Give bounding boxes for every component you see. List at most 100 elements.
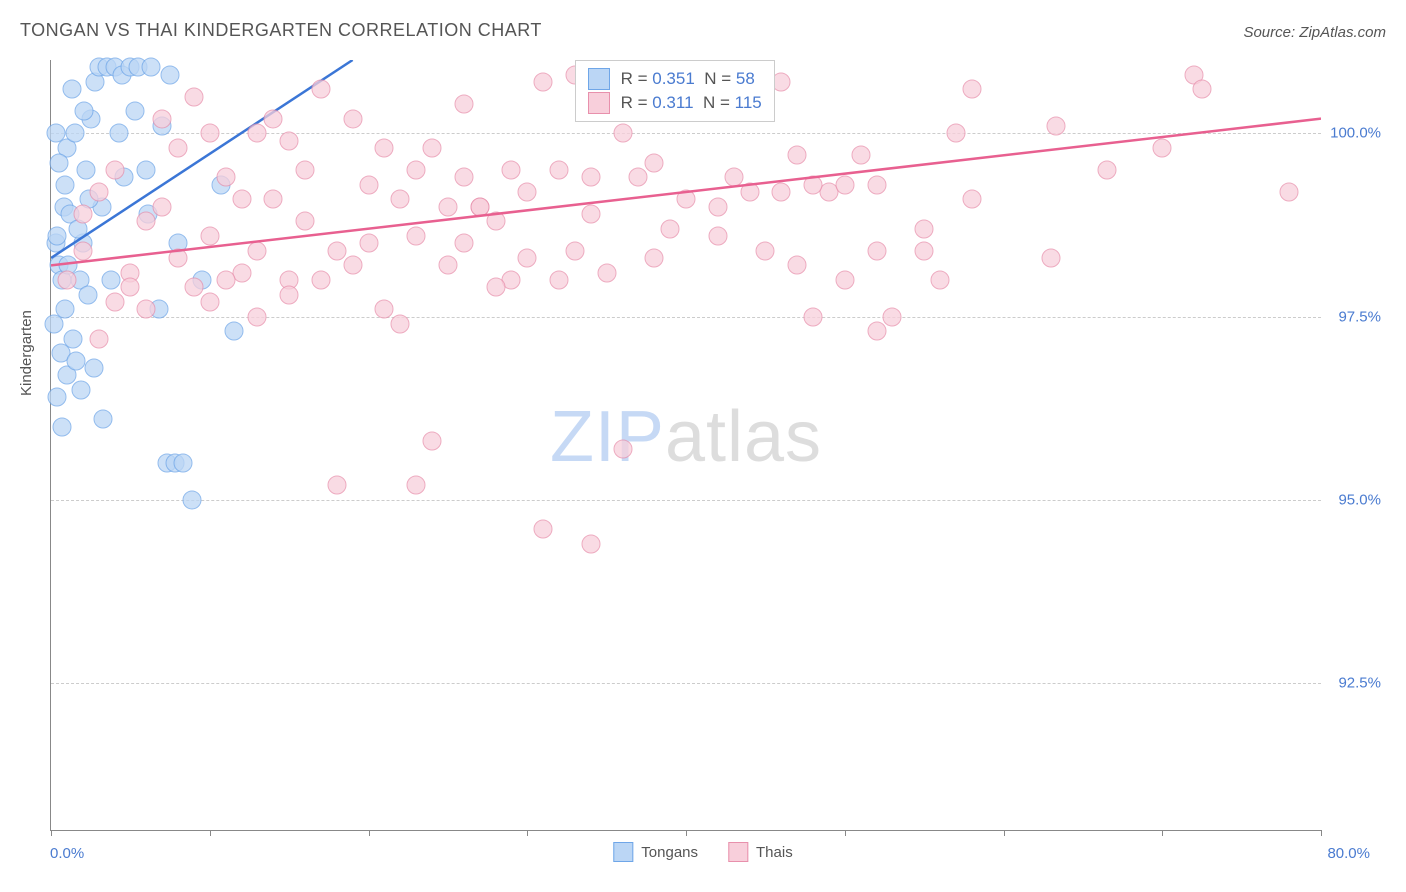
scatter-point [518,249,537,268]
scatter-point [53,417,72,436]
scatter-point [110,124,129,143]
scatter-point [173,454,192,473]
legend-swatch [728,842,748,862]
scatter-point [581,535,600,554]
scatter-point [407,227,426,246]
scatter-point [962,80,981,99]
legend-swatch [588,92,610,114]
scatter-point [454,234,473,253]
scatter-point [280,285,299,304]
y-tick-label: 100.0% [1330,125,1381,142]
legend-label: Thais [756,844,793,861]
scatter-plot: ZIPatlas 92.5%95.0%97.5%100.0% R = 0.351… [50,60,1321,831]
scatter-point [677,190,696,209]
scatter-point [581,205,600,224]
scatter-point [581,168,600,187]
scatter-point [454,95,473,114]
scatter-point [121,278,140,297]
scatter-point [1097,161,1116,180]
scatter-point [391,190,410,209]
scatter-point [804,175,823,194]
x-tick [686,830,687,836]
scatter-point [486,278,505,297]
scatter-point [169,139,188,158]
scatter-point [788,256,807,275]
scatter-point [1153,139,1172,158]
scatter-point [1280,183,1299,202]
scatter-point [48,227,67,246]
scatter-point [311,80,330,99]
correlation-row: R = 0.311 N = 115 [588,91,762,115]
scatter-point [867,322,886,341]
x-tick [210,830,211,836]
scatter-point [454,168,473,187]
scatter-point [264,190,283,209]
scatter-point [804,307,823,326]
scatter-point [327,241,346,260]
legend-item: Tongans [613,842,698,862]
scatter-point [137,161,156,180]
scatter-point [391,315,410,334]
scatter-point [1046,117,1065,136]
x-tick [1004,830,1005,836]
scatter-point [75,102,94,121]
scatter-point [375,139,394,158]
scatter-point [84,359,103,378]
scatter-point [645,153,664,172]
scatter-point [772,183,791,202]
scatter-point [438,256,457,275]
scatter-point [550,271,569,290]
scatter-point [184,87,203,106]
scatter-point [756,241,775,260]
scatter-point [78,285,97,304]
scatter-point [126,102,145,121]
scatter-point [153,197,172,216]
x-tick [845,830,846,836]
scatter-point [248,241,267,260]
legend-swatch [588,68,610,90]
scatter-point [56,175,75,194]
x-tick [1321,830,1322,836]
scatter-point [645,249,664,268]
scatter-point [161,65,180,84]
chart-title: TONGAN VS THAI KINDERGARTEN CORRELATION … [20,20,542,41]
scatter-point [375,300,394,319]
scatter-point [359,175,378,194]
scatter-point [915,219,934,238]
scatter-point [184,278,203,297]
scatter-point [94,410,113,429]
watermark: ZIPatlas [550,396,822,478]
scatter-point [62,80,81,99]
x-tick [369,830,370,836]
scatter-point [629,168,648,187]
scatter-point [216,271,235,290]
scatter-point [102,271,121,290]
scatter-point [835,175,854,194]
legend-swatch [613,842,633,862]
scatter-point [64,329,83,348]
scatter-point [407,161,426,180]
scatter-point [57,271,76,290]
scatter-point [502,161,521,180]
x-tick [51,830,52,836]
gridline [51,500,1321,501]
y-tick-label: 95.0% [1338,492,1381,509]
scatter-point [200,227,219,246]
scatter-point [851,146,870,165]
scatter-point [962,190,981,209]
scatter-point [534,520,553,539]
scatter-point [708,227,727,246]
scatter-point [56,300,75,319]
y-tick-label: 92.5% [1338,675,1381,692]
scatter-point [835,271,854,290]
scatter-point [946,124,965,143]
scatter-point [137,212,156,231]
scatter-point [137,300,156,319]
scatter-point [597,263,616,282]
scatter-point [565,241,584,260]
source-label: Source: ZipAtlas.com [1243,24,1386,41]
scatter-point [883,307,902,326]
scatter-point [67,351,86,370]
scatter-point [311,271,330,290]
gridline [51,317,1321,318]
